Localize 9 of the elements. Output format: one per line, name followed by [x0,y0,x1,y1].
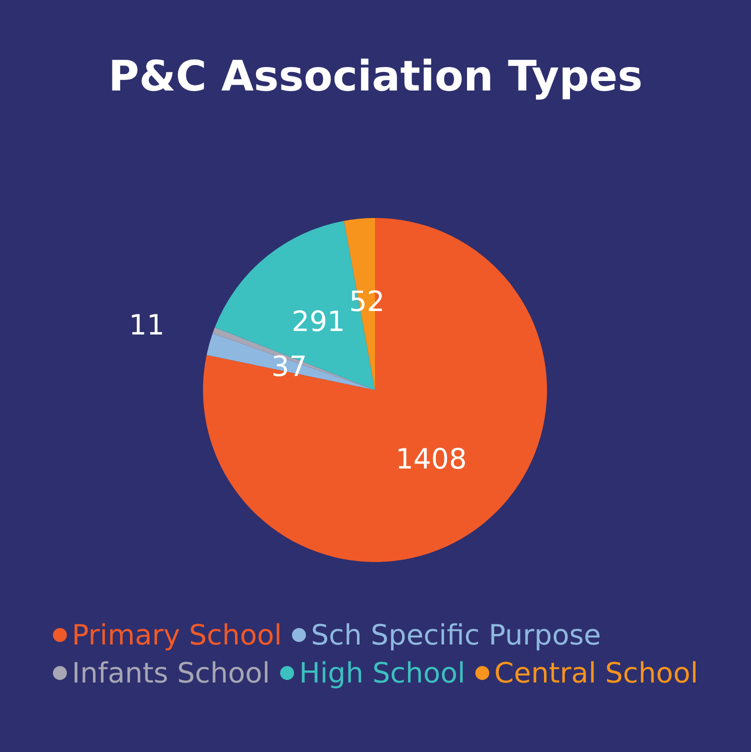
legend-label: Central School [494,656,698,690]
data-label: 1408 [396,442,467,476]
chart-title: P&C Association Types [108,52,643,100]
legend-label: Infants School [72,656,270,690]
legend-label: Sch Specific Purpose [310,618,602,652]
data-label: 291 [292,304,346,338]
legend-label: High School [299,656,466,690]
legend-label: Primary School [72,618,282,652]
data-label: 11 [128,308,165,342]
